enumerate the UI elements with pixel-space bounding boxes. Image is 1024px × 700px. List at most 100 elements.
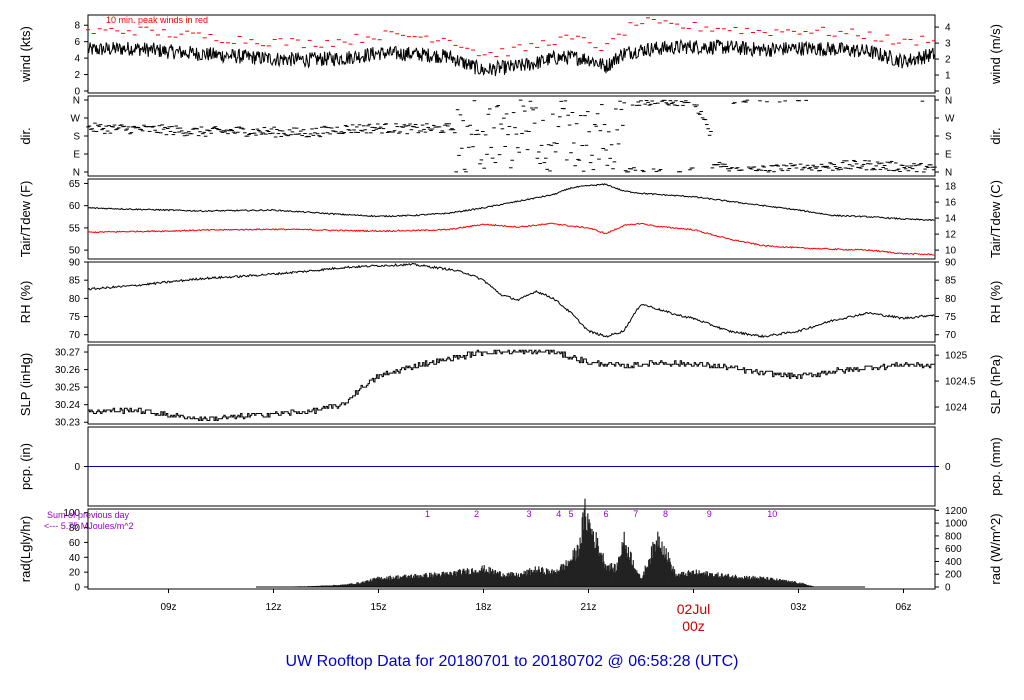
left-tick-label-rh: 75: [69, 312, 81, 323]
rad-hour-marker: 5: [568, 509, 573, 519]
panel-frame-slp: [87, 344, 936, 425]
right-tick-label-slp: 1024.5: [945, 377, 976, 388]
rad-hour-marker: 8: [663, 509, 668, 519]
rad-hour-marker: 7: [633, 509, 638, 519]
left-tick-label-temp: 55: [69, 223, 81, 234]
right-tick-label-dir: W: [945, 114, 955, 125]
left-tick-label-wind: 4: [74, 54, 80, 65]
left-tick-label-dir: N: [73, 168, 80, 179]
panel-right-label-slp: SLP (hPa): [988, 355, 1003, 415]
left-tick-label-rh: 85: [69, 276, 81, 287]
x-tick-label: 18z: [475, 602, 491, 613]
left-tick-label-rad: 0: [74, 583, 80, 594]
x-tick-label: 21z: [580, 602, 596, 613]
x-tick-label: 03z: [790, 602, 806, 613]
right-tick-label-rh: 70: [945, 330, 957, 341]
panel-rh: RH (%) RH (%): [18, 261, 1003, 343]
left-tick-label-dir: S: [73, 132, 80, 143]
right-tick-label-wind: 2: [945, 55, 951, 66]
right-tick-label-dir: E: [945, 150, 952, 161]
panel-right-label-dir: dir.: [988, 127, 1003, 144]
right-tick-label-dir: N: [945, 96, 952, 107]
left-tick-label-rad: 100: [63, 508, 80, 519]
right-tick-label-temp: 12: [945, 230, 957, 241]
x-tick-label: 12z: [265, 602, 281, 613]
left-tick-label-dir: W: [71, 114, 81, 125]
left-tick-label-slp: 30.26: [55, 365, 80, 376]
wind-series: [86, 17, 936, 77]
slp-series: [88, 349, 936, 421]
series-line-wind-speed: [87, 38, 936, 77]
right-tick-label-wind: 0: [945, 87, 951, 98]
panel-frame-rh: [87, 261, 936, 343]
right-tick-label-temp: 14: [945, 214, 957, 225]
right-tick-label-wind: 3: [945, 39, 951, 50]
panels-group: wind (kts) wind (m/s) dir. dir. Tair/Tdew (F…: [18, 14, 1003, 594]
rad-hour-marker: 9: [707, 509, 712, 519]
left-tick-label-wind: 6: [74, 37, 80, 48]
right-tick-label-temp: 10: [945, 246, 957, 257]
x-tick-label: 09z: [160, 602, 176, 613]
right-tick-label-rad: 0: [945, 583, 951, 594]
rad-hour-marker: 1: [425, 509, 430, 519]
panel-left-label-rh: RH (%): [18, 281, 33, 324]
left-tick-label-wind: 0: [74, 87, 80, 98]
panel-left-label-slp: SLP (inHg): [18, 353, 33, 416]
series-line-rh: [87, 262, 935, 339]
rad-series: [256, 498, 865, 588]
right-tick-label-rh: 85: [945, 276, 957, 287]
panel-left-label-pcp: pcp. (in): [18, 443, 33, 490]
left-tick-label-slp: 30.24: [55, 400, 80, 411]
left-tick-label-dir: N: [73, 96, 80, 107]
right-tick-label-rh: 90: [945, 258, 957, 269]
right-tick-label-rad: 1200: [945, 506, 968, 517]
series-line-tdew: [87, 222, 935, 256]
right-tick-label-temp: 16: [945, 198, 957, 209]
right-tick-label-slp: 1025: [945, 351, 968, 362]
right-tick-label-rad: 800: [945, 531, 962, 542]
left-tick-label-temp: 60: [69, 201, 81, 212]
left-tick-label-wind: 2: [74, 70, 80, 81]
panel-right-label-temp: Tair/Tdew (C): [988, 180, 1003, 258]
x-tick-label-date: 02Jul: [677, 601, 710, 617]
panel-right-label-rad: rad (W/m^2): [988, 513, 1003, 584]
left-tick-label-rh: 90: [69, 258, 81, 269]
left-tick-label-slp: 30.25: [55, 383, 80, 394]
panel-slp: SLP (inHg) SLP (hPa): [18, 344, 1003, 425]
series-line-slp: [88, 349, 936, 421]
rad-hour-marker: 4: [556, 509, 561, 519]
rad-sum-value: <--- 5.75 MJoules/m^2: [44, 521, 134, 531]
rad-hour-marker: 3: [526, 509, 531, 519]
left-tick-label-temp: 65: [69, 179, 81, 190]
panel-right-label-wind: wind (m/s): [988, 24, 1003, 85]
panel-left-label-dir: dir.: [18, 127, 33, 144]
wind-annotation: 10 min. peak winds in red: [106, 15, 208, 25]
left-tick-label-rh: 80: [69, 294, 81, 305]
right-tick-label-rad: 600: [945, 544, 962, 555]
right-tick-label-dir: N: [945, 168, 952, 179]
left-tick-label-pcp: 0: [74, 462, 80, 473]
right-tick-label-dir: S: [945, 132, 952, 143]
right-tick-label-slp: 1024: [945, 402, 968, 413]
left-tick-label-slp: 30.27: [55, 348, 80, 359]
left-tick-label-wind: 8: [74, 21, 80, 32]
left-tick-label-rad: 40: [69, 553, 81, 564]
left-tick-label-rad: 80: [69, 523, 81, 534]
panel-left-label-rad: rad(Lgly/hr): [18, 516, 33, 582]
rh-series: [87, 262, 935, 339]
x-tick-label: 06z: [895, 602, 911, 613]
right-tick-label-temp: 18: [945, 182, 957, 193]
rad-hour-marker: 2: [474, 509, 479, 519]
right-tick-label-rh: 75: [945, 312, 957, 323]
rad-hour-marker: 6: [603, 509, 608, 519]
temp-series: [87, 183, 935, 256]
left-tick-label-rad: 20: [69, 568, 81, 579]
panel-left-label-temp: Tair/Tdew (F): [18, 181, 33, 258]
rad-hour-marker: 10: [767, 509, 777, 519]
right-tick-label-rh: 80: [945, 294, 957, 305]
right-tick-label-pcp: 0: [945, 462, 951, 473]
left-tick-label-dir: E: [73, 150, 80, 161]
series-line-tair: [87, 183, 935, 222]
